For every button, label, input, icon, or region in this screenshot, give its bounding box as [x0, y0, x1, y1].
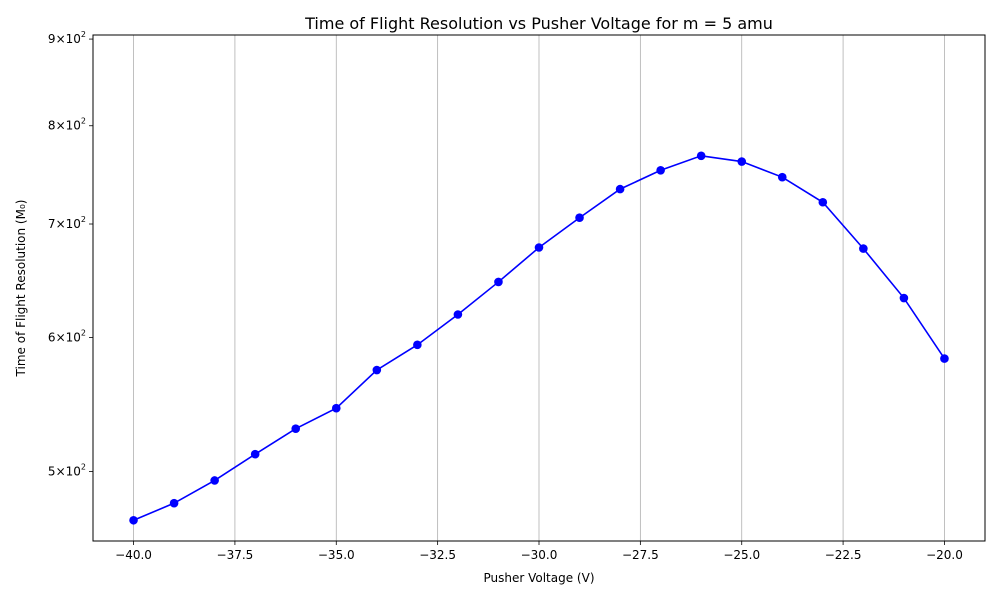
data-point	[129, 515, 138, 525]
y-tick-label: 6×102	[48, 328, 86, 344]
x-tick-label: −30.0	[521, 548, 558, 562]
data-point	[859, 244, 868, 253]
y-tick-exponent: 2	[81, 30, 86, 39]
data-point	[291, 424, 301, 434]
y-axis-label: Time of Flight Resolution (M₀)	[14, 200, 28, 378]
data-point	[169, 498, 179, 508]
y-tick-mantissa: 5	[48, 465, 56, 479]
data-point	[777, 172, 787, 182]
y-tick-times: ×	[56, 330, 66, 344]
y-tick-exponent: 2	[81, 463, 86, 472]
x-tick-label: −27.5	[622, 548, 659, 562]
y-tick-base: 10	[66, 330, 81, 344]
chart-title: Time of Flight Resolution vs Pusher Volt…	[304, 14, 773, 33]
data-point	[210, 476, 219, 485]
y-tick-base: 10	[66, 217, 81, 231]
x-tick-label: −40.0	[115, 548, 152, 562]
x-axis-label: Pusher Voltage (V)	[483, 571, 594, 585]
series-layer	[129, 151, 949, 525]
data-point	[413, 340, 422, 350]
y-tick-mantissa: 9	[48, 32, 56, 46]
x-tick-label: −37.5	[217, 548, 254, 562]
y-tick-exponent: 2	[81, 328, 86, 337]
y-tick-times: ×	[56, 119, 66, 133]
y-tick-base: 10	[66, 32, 81, 46]
data-point	[818, 197, 828, 207]
y-tick-mantissa: 6	[48, 330, 56, 344]
x-tick-label: −25.0	[723, 548, 760, 562]
data-point	[494, 277, 503, 287]
y-tick-label: 5×102	[48, 463, 86, 479]
y-tick-label: 9×102	[48, 30, 86, 46]
y-tick-times: ×	[56, 217, 66, 231]
data-point	[737, 157, 747, 166]
data-point	[372, 365, 382, 375]
data-point	[250, 449, 260, 459]
y-tick-times: ×	[56, 32, 66, 46]
data-point	[615, 184, 625, 194]
y-tick-times: ×	[56, 465, 66, 479]
y-tick-base: 10	[66, 465, 81, 479]
x-tick-label: −20.0	[926, 548, 963, 562]
data-point	[331, 403, 341, 413]
data-point	[696, 151, 706, 161]
y-tick-label: 8×102	[48, 117, 86, 133]
data-point	[656, 166, 665, 175]
y-tick-label: 7×102	[48, 215, 86, 231]
data-point	[575, 213, 584, 223]
x-axis: −40.0 −37.5 −35.0 −32.5 −30.0 −27.5 −25.0 −22.5…	[115, 541, 963, 562]
x-tick-label: −32.5	[419, 548, 456, 562]
data-point	[899, 293, 909, 303]
y-tick-exponent: 2	[81, 117, 86, 126]
y-tick-mantissa: 8	[48, 119, 56, 133]
y-tick-exponent: 2	[81, 215, 86, 224]
grid	[133, 35, 945, 541]
y-tick-base: 10	[66, 119, 81, 133]
data-point	[534, 243, 544, 252]
x-tick-label: −22.5	[825, 548, 862, 562]
data-point	[940, 354, 949, 363]
x-tick-label: −35.0	[318, 548, 355, 562]
data-point	[453, 310, 463, 319]
y-tick-mantissa: 7	[48, 217, 56, 231]
